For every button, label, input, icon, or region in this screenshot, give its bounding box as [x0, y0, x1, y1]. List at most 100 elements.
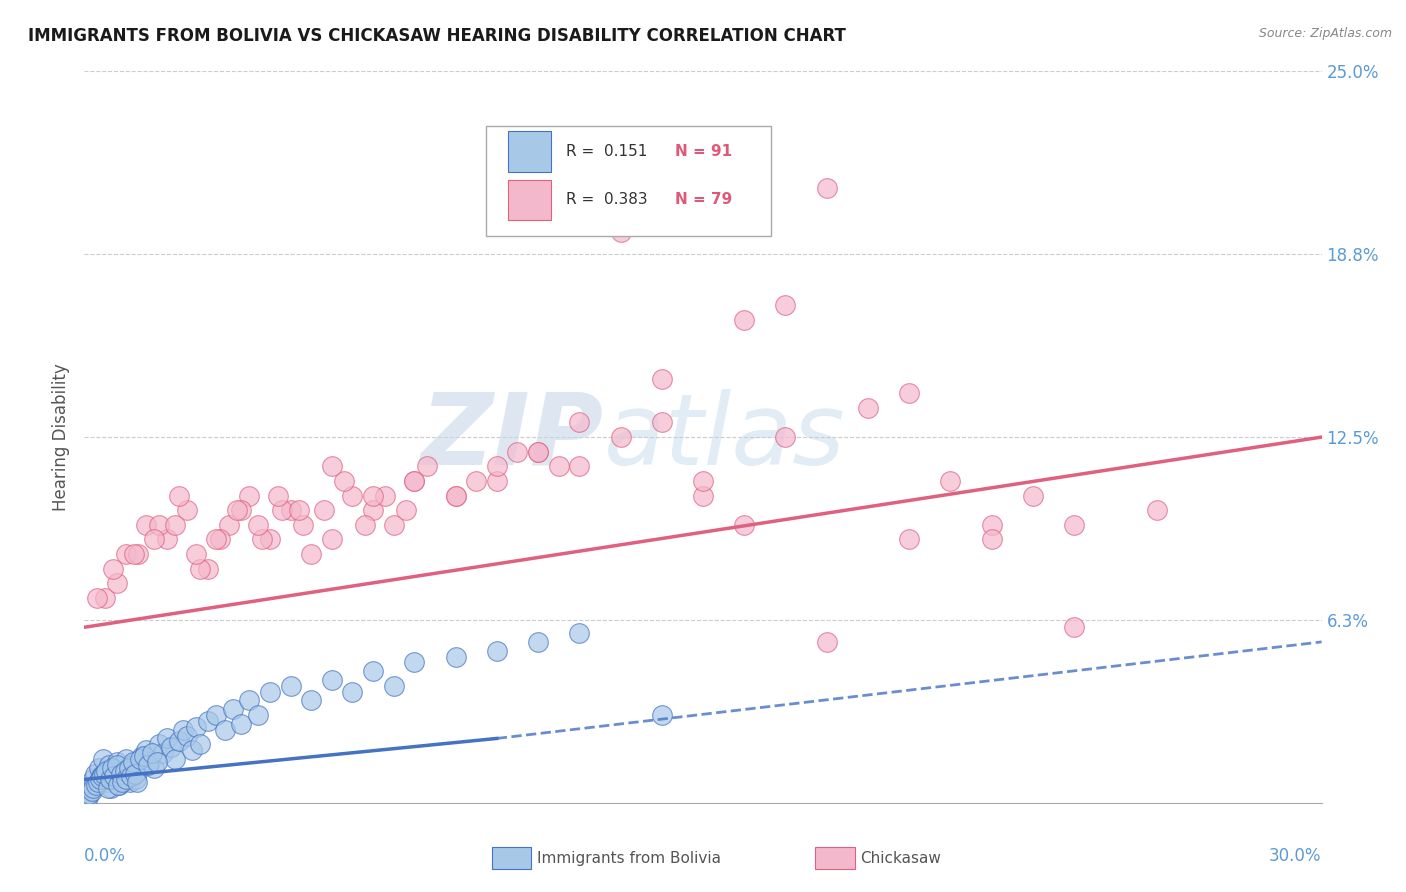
Point — [485, 643, 508, 657]
Point — [333, 474, 356, 488]
Point — [609, 225, 631, 239]
Point — [651, 708, 673, 723]
Text: N = 79: N = 79 — [675, 192, 731, 207]
Point — [692, 474, 714, 488]
Point — [160, 740, 183, 755]
Point — [176, 503, 198, 517]
Point — [404, 656, 426, 670]
Point — [288, 503, 311, 517]
Point — [91, 752, 114, 766]
Point — [148, 517, 170, 532]
Point — [280, 503, 302, 517]
Point — [939, 474, 962, 488]
Point — [361, 664, 384, 678]
Point — [1022, 489, 1045, 503]
Point — [568, 626, 591, 640]
Point — [80, 784, 103, 798]
Point — [361, 503, 384, 517]
Text: ZIP: ZIP — [420, 389, 605, 485]
Point — [122, 766, 145, 780]
Point — [527, 444, 550, 458]
Point — [103, 769, 125, 783]
Point — [775, 430, 797, 444]
Point — [118, 761, 141, 775]
Point — [506, 444, 529, 458]
Point — [167, 489, 190, 503]
Point — [122, 755, 145, 769]
Point — [527, 635, 550, 649]
Point — [188, 562, 211, 576]
Text: Source: ZipAtlas.com: Source: ZipAtlas.com — [1258, 27, 1392, 40]
Point — [105, 755, 128, 769]
Point — [118, 775, 141, 789]
Point — [117, 761, 139, 775]
Point — [98, 772, 121, 787]
Point — [86, 778, 108, 792]
Point — [135, 743, 157, 757]
Point — [131, 749, 153, 764]
Point — [125, 772, 148, 787]
Point — [120, 769, 142, 783]
Point — [444, 649, 467, 664]
Point — [361, 489, 384, 503]
Point — [143, 761, 166, 775]
Point — [148, 737, 170, 751]
Point — [115, 772, 138, 787]
Point — [156, 731, 179, 746]
Point — [176, 729, 198, 743]
Point — [444, 489, 467, 503]
Point — [152, 746, 174, 760]
Point — [77, 787, 100, 801]
Point — [205, 708, 228, 723]
Point — [547, 459, 569, 474]
Y-axis label: Hearing Disability: Hearing Disability — [52, 363, 70, 511]
Point — [139, 755, 162, 769]
Point — [114, 752, 136, 766]
Point — [815, 181, 838, 195]
Point — [1063, 620, 1085, 634]
Point — [111, 775, 134, 789]
Text: 0.0%: 0.0% — [84, 847, 127, 864]
Point — [209, 533, 232, 547]
Point — [609, 430, 631, 444]
Point — [188, 737, 211, 751]
Point — [110, 766, 132, 780]
Point — [568, 459, 591, 474]
Point — [299, 547, 322, 561]
Point — [97, 781, 120, 796]
Point — [103, 764, 125, 778]
Point — [291, 517, 314, 532]
Point — [89, 772, 111, 787]
Text: 30.0%: 30.0% — [1270, 847, 1322, 864]
Point — [143, 533, 166, 547]
Point — [980, 517, 1002, 532]
Point — [94, 764, 117, 778]
Point — [259, 533, 281, 547]
Point — [229, 503, 252, 517]
Point — [87, 761, 110, 775]
Point — [127, 775, 149, 789]
Point — [444, 489, 467, 503]
Text: atlas: atlas — [605, 389, 845, 485]
Point — [197, 562, 219, 576]
Point — [353, 517, 375, 532]
Point — [527, 444, 550, 458]
Point — [382, 679, 405, 693]
Point — [136, 757, 159, 772]
Point — [312, 503, 335, 517]
Point — [246, 517, 269, 532]
Point — [114, 547, 136, 561]
Point — [342, 489, 364, 503]
Point — [218, 517, 240, 532]
Point — [127, 764, 149, 778]
Point — [898, 386, 921, 401]
Point — [214, 723, 236, 737]
Point — [250, 533, 273, 547]
Point — [105, 576, 128, 591]
Point — [141, 746, 163, 760]
Point — [76, 789, 98, 804]
Point — [485, 474, 508, 488]
Point — [205, 533, 228, 547]
Point — [321, 673, 343, 687]
FancyBboxPatch shape — [508, 131, 551, 172]
